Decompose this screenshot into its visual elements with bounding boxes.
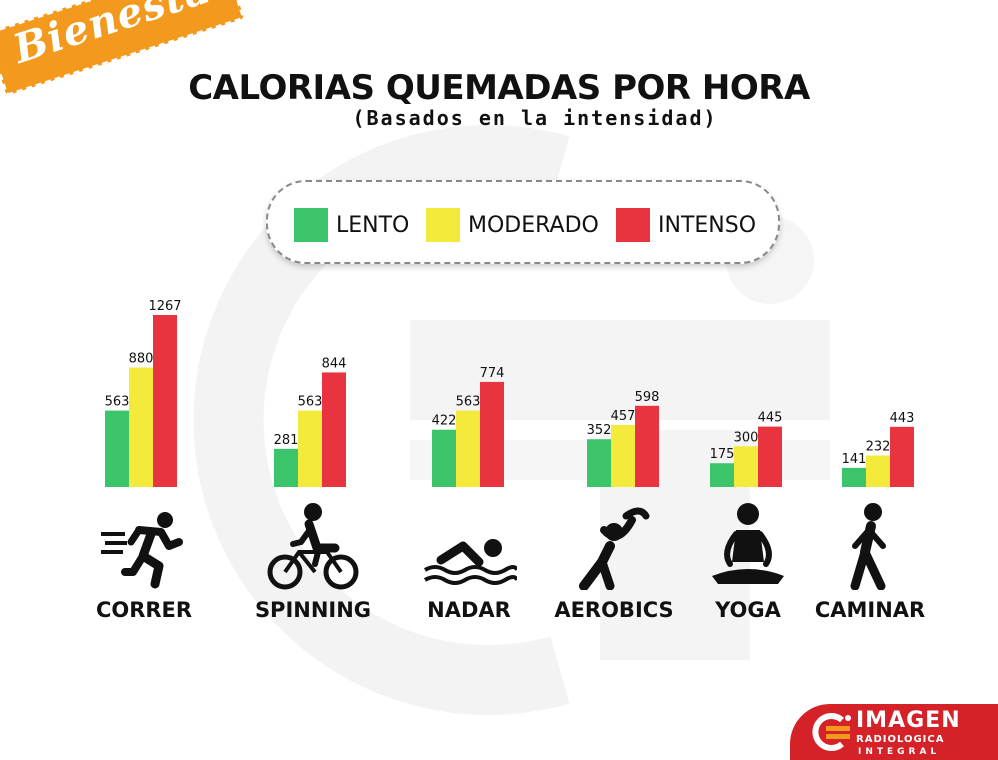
bar-aerobics-intenso — [635, 405, 659, 487]
data-label: 563 — [105, 395, 130, 410]
data-label: 352 — [587, 423, 612, 438]
legend-swatch-lento — [294, 208, 328, 242]
bar-nadar-lento — [432, 429, 456, 487]
bar-caminar-intenso — [890, 426, 914, 487]
bar-aerobics-moderado — [611, 424, 635, 487]
legend-item-lento: LENTO — [294, 208, 409, 242]
data-label: 443 — [890, 411, 915, 426]
data-label: 232 — [866, 440, 891, 455]
legend-label: LENTO — [336, 212, 410, 238]
logo-line1: IMAGEN — [856, 708, 961, 733]
activity-label: YOGA — [715, 598, 781, 622]
data-label: 598 — [635, 390, 660, 405]
legend-swatch-intenso — [616, 208, 650, 242]
bar-yoga-intenso — [758, 426, 782, 487]
data-label: 300 — [734, 430, 759, 445]
activity-label: NADAR — [427, 598, 511, 622]
activity-caminar: CAMINAR — [795, 502, 945, 622]
data-label: 422 — [432, 414, 457, 429]
logo-line3: INTEGRAL — [858, 747, 941, 757]
stretching-icon — [579, 507, 650, 590]
data-label: 175 — [710, 447, 735, 462]
bar-correr-lento — [105, 410, 129, 487]
legend-item-intenso: INTENSO — [616, 208, 756, 242]
legend-label: MODERADO — [468, 212, 599, 238]
logo-mark-icon — [812, 713, 851, 751]
bar-spinning-moderado — [298, 410, 322, 487]
bar-correr-intenso — [153, 315, 177, 487]
activity-spinning: SPINNING — [238, 502, 388, 622]
bar-correr-moderado — [129, 367, 153, 487]
meditation-icon — [712, 503, 784, 584]
data-label: 563 — [298, 395, 323, 410]
bar-nadar-moderado — [456, 410, 480, 487]
data-label: 141 — [842, 452, 867, 467]
legend-item-moderado: MODERADO — [426, 208, 599, 242]
walker-icon — [850, 503, 886, 590]
activity-correr: CORRER — [69, 510, 219, 622]
runner-icon — [101, 512, 183, 589]
data-label: 445 — [758, 411, 783, 426]
activity-label: CORRER — [95, 598, 193, 622]
data-label: 457 — [611, 409, 636, 424]
data-label: 774 — [480, 366, 505, 381]
bar-caminar-lento — [842, 467, 866, 487]
data-label: 1267 — [148, 299, 181, 314]
cyclist-icon — [267, 503, 359, 590]
activity-yoga: YOGA — [673, 502, 823, 622]
legend-swatch-moderado — [426, 208, 460, 242]
bar-yoga-moderado — [734, 446, 758, 487]
activity-label: SPINNING — [254, 598, 372, 622]
data-label: 880 — [129, 352, 154, 367]
bar-caminar-moderado — [866, 455, 890, 487]
bar-spinning-intenso — [322, 372, 346, 487]
activity-label: AEROBICS — [554, 598, 674, 622]
logo-line2: RADIOLOGICA — [856, 734, 945, 745]
brand-logo: IMAGEN RADIOLOGICA INTEGRAL — [790, 704, 998, 760]
activity-nadar: NADAR — [394, 534, 544, 622]
swimmer-icon — [423, 539, 517, 585]
bar-yoga-lento — [710, 463, 734, 487]
chart-subtitle: (Basados en la intensidad) — [352, 106, 718, 130]
bar-nadar-intenso — [480, 381, 504, 487]
activity-aerobics: AEROBICS — [539, 502, 689, 622]
data-label: 563 — [456, 395, 481, 410]
bar-spinning-lento — [274, 448, 298, 487]
chart-title: CALORIAS QUEMADAS POR HORA — [188, 68, 810, 108]
legend-label: INTENSO — [658, 212, 757, 238]
data-label: 844 — [322, 356, 347, 371]
legend: LENTO MODERADO INTENSO — [266, 180, 780, 264]
logo-background — [790, 704, 998, 760]
bar-aerobics-lento — [587, 439, 611, 487]
data-label: 281 — [274, 433, 299, 448]
activity-label: CAMINAR — [814, 598, 926, 622]
